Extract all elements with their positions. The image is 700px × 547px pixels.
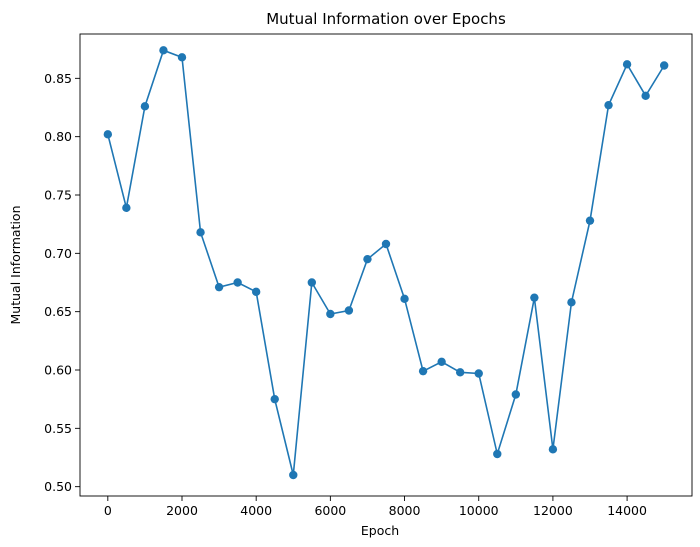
data-point bbox=[214, 282, 224, 292]
data-point bbox=[585, 216, 595, 225]
x-tick-label: 4000 bbox=[240, 503, 272, 518]
data-point bbox=[103, 130, 113, 139]
data-point bbox=[400, 294, 409, 304]
y-tick-label: 0.60 bbox=[44, 363, 72, 378]
data-point bbox=[122, 203, 131, 213]
x-tick-label: 10000 bbox=[459, 503, 499, 518]
y-axis: 0.50 0.55 0.60 0.65 0.70 0.75 0.80 0.85 bbox=[44, 71, 80, 494]
data-point bbox=[307, 278, 317, 287]
data-point bbox=[381, 239, 391, 249]
x-tick-label: 6000 bbox=[314, 503, 346, 518]
x-axis-title: Epoch bbox=[361, 523, 399, 538]
x-tick-label: 0 bbox=[104, 503, 112, 518]
y-tick-label: 0.85 bbox=[44, 71, 72, 86]
plot-frame bbox=[79, 33, 693, 497]
data-point bbox=[567, 298, 576, 307]
data-point bbox=[437, 357, 446, 367]
data-point bbox=[474, 369, 483, 378]
y-axis-title: Mutual Information bbox=[8, 206, 23, 325]
data-point bbox=[548, 445, 558, 454]
y-tick-label: 0.55 bbox=[44, 421, 72, 436]
plot-area bbox=[80, 34, 692, 496]
x-tick-label: 2000 bbox=[166, 503, 198, 518]
data-point bbox=[177, 53, 187, 62]
data-point bbox=[622, 60, 632, 69]
data-point bbox=[270, 394, 279, 404]
data-point bbox=[641, 91, 650, 101]
data-point bbox=[363, 254, 372, 264]
data-point bbox=[455, 368, 465, 377]
data-point bbox=[196, 228, 205, 237]
data-point bbox=[140, 102, 150, 111]
data-point bbox=[251, 287, 261, 297]
data-point bbox=[493, 449, 502, 459]
y-tick-label: 0.50 bbox=[44, 479, 72, 494]
data-point bbox=[418, 366, 428, 376]
data-point bbox=[530, 293, 539, 302]
y-tick-label: 0.80 bbox=[44, 129, 72, 144]
data-point bbox=[344, 306, 354, 315]
data-point bbox=[326, 309, 335, 319]
chart-title: Mutual Information over Epochs bbox=[266, 10, 506, 28]
x-axis: 0 2000 4000 6000 8000 10000 12000 14000 bbox=[104, 496, 647, 518]
data-point bbox=[289, 470, 298, 480]
y-tick-label: 0.70 bbox=[44, 246, 72, 261]
x-tick-label: 14000 bbox=[607, 503, 647, 518]
data-point bbox=[659, 61, 669, 70]
data-point bbox=[159, 46, 168, 55]
y-tick-label: 0.75 bbox=[44, 188, 72, 203]
data-point bbox=[604, 100, 613, 110]
x-tick-label: 8000 bbox=[389, 503, 421, 518]
x-tick-label: 12000 bbox=[533, 503, 573, 518]
y-tick-label: 0.65 bbox=[44, 304, 72, 319]
data-point bbox=[511, 390, 521, 399]
data-point bbox=[233, 278, 242, 287]
series-markers bbox=[103, 46, 669, 480]
